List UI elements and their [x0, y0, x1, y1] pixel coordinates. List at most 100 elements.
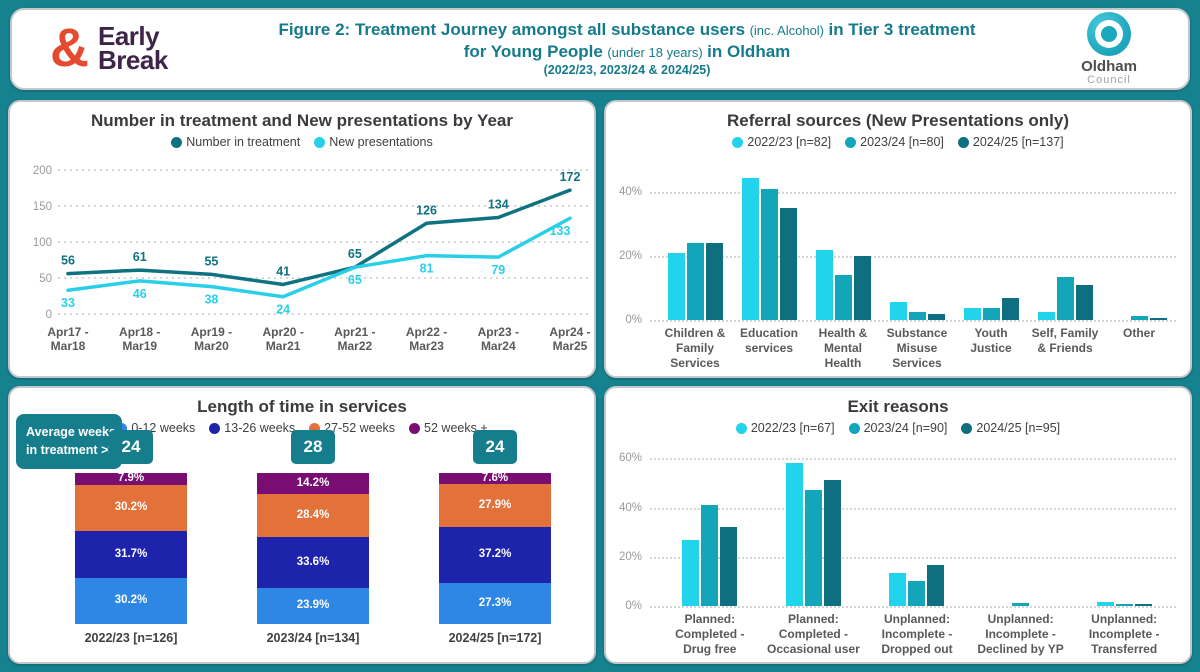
- bar-2022-23-n-67[interactable]: [682, 539, 700, 606]
- x-tick-label: Mar22: [338, 339, 373, 353]
- exit-bar-plot: 0% 20% 40% 60% Planned: Completed - Drug fre…: [619, 446, 1176, 662]
- segment-27-52-weeks[interactable]: 28.4%: [257, 494, 369, 538]
- data-label: 41: [276, 264, 290, 278]
- legend-label: 2022/23 [n=67]: [750, 421, 835, 435]
- legend-dot-icon: [845, 136, 857, 148]
- legend-item-2023-24-n-90[interactable]: 2023/24 [n=90]: [848, 421, 947, 435]
- segment-0-12-weeks[interactable]: 23.9%: [257, 588, 369, 625]
- panel-length-of-time: Length of time in services 0-12 weeks 13-…: [8, 386, 596, 664]
- segment-0-12-weeks[interactable]: 30.2%: [75, 578, 187, 624]
- legend-item-2024-25-n-137[interactable]: 2024/25 [n=137]: [957, 135, 1064, 149]
- bar-2022-23-n-82[interactable]: [741, 177, 759, 320]
- legend-item-2023-24-n-80[interactable]: 2023/24 [n=80]: [845, 135, 944, 149]
- bar-2024-25-n-95[interactable]: [927, 564, 945, 606]
- bar-2023-24-n-90[interactable]: [1115, 603, 1133, 606]
- segment-27-52-weeks[interactable]: 30.2%: [75, 484, 187, 531]
- bar-2022-23-n-67[interactable]: [1096, 602, 1114, 606]
- legend-label: 2022/23 [n=82]: [747, 135, 832, 149]
- category-label: Planned: Completed - Occasional user: [767, 612, 860, 656]
- oldham-sub: Council: [1087, 74, 1131, 87]
- y-tick-label: 20%: [618, 550, 642, 563]
- bar-2023-24-n-80[interactable]: [686, 243, 704, 320]
- y-tick-label: 40%: [618, 186, 642, 198]
- bar-2022-23-n-82[interactable]: [963, 308, 981, 320]
- category-label: Unplanned: Incomplete - Declined by YP: [977, 612, 1064, 656]
- bar-2023-24-n-80[interactable]: [982, 308, 1000, 320]
- legend-label: 2024/25 [n=137]: [972, 135, 1064, 149]
- segment-52-weeks[interactable]: 14.2%: [257, 473, 369, 495]
- category-label: Self, Family & Friends: [1031, 326, 1099, 355]
- bar-groups: [658, 446, 1176, 606]
- title-years: (2022/23, 2023/24 & 2024/25): [543, 63, 711, 78]
- bar-2023-24-n-80[interactable]: [908, 312, 926, 320]
- bar-2023-24-n-90[interactable]: [701, 505, 719, 606]
- legend-item-2022-23-n-82[interactable]: 2022/23 [n=82]: [732, 135, 831, 149]
- data-label: 134: [488, 198, 509, 212]
- bar-2023-24-n-90[interactable]: [908, 581, 926, 606]
- panel-exit-reasons: Exit reasons 2022/23 [n=67] 2023/24 [n=90…: [604, 386, 1192, 664]
- bar-2023-24-n-80[interactable]: [834, 275, 852, 320]
- ampersand-logo-icon: &: [50, 18, 89, 79]
- line-chart-plot: 0 50 100 150 200 56 61 55 41 65 126 134 172 33 46 38 24 6…: [16, 156, 592, 377]
- segment-52-weeks[interactable]: 7.9%: [75, 473, 187, 485]
- category-label: Substance Misuse Services: [886, 326, 948, 370]
- bar-2024-25-n-95[interactable]: [823, 480, 841, 606]
- segment-13-26-weeks[interactable]: 37.2%: [439, 526, 551, 583]
- series-line-new-presentations[interactable]: [66, 216, 572, 299]
- bar-2022-23-n-82[interactable]: [889, 302, 907, 320]
- x-tick-label: Mar20: [194, 339, 229, 353]
- y-tick-label: 60%: [618, 452, 642, 465]
- header-banner: & Early Break Figure 2: Treatment Journe…: [10, 8, 1190, 90]
- segment-27-52-weeks[interactable]: 27.9%: [439, 484, 551, 527]
- bar-2024-25-n-95[interactable]: [1134, 603, 1152, 606]
- bar-2023-24-n-80[interactable]: [1056, 276, 1074, 320]
- bar-2022-23-n-67[interactable]: [889, 573, 907, 606]
- bar-2024-25-n-137[interactable]: [927, 313, 945, 320]
- bar-2024-25-n-137[interactable]: [1001, 297, 1019, 320]
- segment-0-12-weeks[interactable]: 27.3%: [439, 582, 551, 624]
- bar-2022-23-n-67[interactable]: [785, 463, 803, 606]
- bar-2023-24-n-90[interactable]: [804, 490, 822, 606]
- chart-title-treatment: Number in treatment and New presentation…: [91, 111, 513, 130]
- segment-13-26-weeks[interactable]: 31.7%: [75, 530, 187, 579]
- legend-item-2024-25-n-95[interactable]: 2024/25 [n=95]: [961, 421, 1060, 435]
- title-line1-main: Figure 2: Treatment Journey amongst all …: [278, 20, 746, 40]
- bar-2024-25-n-137[interactable]: [1075, 284, 1093, 320]
- bar-group-unplanned: [1072, 446, 1176, 606]
- bar-2023-24-n-90[interactable]: [1012, 603, 1030, 606]
- legend-item-number-in-treatment[interactable]: Number in treatment: [171, 135, 300, 149]
- legend-item-new-presentations[interactable]: New presentations: [314, 135, 433, 149]
- bar-2024-25-n-137[interactable]: [705, 243, 723, 320]
- y-tick-label: 100: [33, 237, 52, 249]
- legend-item-27-52-weeks[interactable]: 27-52 weeks: [309, 421, 395, 435]
- bar-group-planned: [762, 446, 866, 606]
- legend-item-2022-23-n-67[interactable]: 2022/23 [n=67]: [735, 421, 835, 435]
- segment-13-26-weeks[interactable]: 33.6%: [257, 537, 369, 589]
- bar-2024-25-n-137[interactable]: [779, 208, 797, 320]
- line-chart-canvas: 0 50 100 150 200 56 61 55 41 65 126 134 172 33 46 38 24 6…: [33, 165, 591, 353]
- series-line-number-in-treatment[interactable]: [66, 188, 572, 287]
- bar-2023-24-n-80[interactable]: [760, 188, 778, 320]
- bar-2024-25-n-95[interactable]: [720, 527, 738, 606]
- legend-dot-icon: [732, 136, 744, 148]
- bar-2023-24-n-80[interactable]: [1130, 316, 1148, 320]
- bar-2022-23-n-82[interactable]: [667, 252, 685, 320]
- data-label: 126: [416, 203, 437, 217]
- category-label: 2024/25 [n=172]: [448, 630, 542, 645]
- bar-group-unplanned: [969, 446, 1073, 606]
- bar-2022-23-n-82[interactable]: [1037, 312, 1055, 320]
- gridline: 0%: [625, 600, 1176, 612]
- legend-dot-icon: [735, 422, 747, 434]
- legend-item-52-weeks[interactable]: 52 weeks +: [409, 421, 488, 435]
- segment-52-weeks[interactable]: 7.6%: [439, 473, 551, 485]
- bar-groups: [658, 160, 1176, 320]
- legend-referral: 2022/23 [n=82] 2023/24 [n=80] 2024/25 [n=1…: [606, 135, 1190, 149]
- category-labels: Children & Family Services Education serv…: [658, 326, 1176, 371]
- bar-2024-25-n-137[interactable]: [1149, 317, 1167, 320]
- legend-dot-icon: [961, 422, 973, 434]
- bar-2024-25-n-137[interactable]: [853, 256, 871, 320]
- title-line1-note: (inc. Alcohol): [749, 23, 825, 39]
- oldham-council-logo: Oldham Council: [1054, 11, 1164, 87]
- bar-2022-23-n-82[interactable]: [815, 249, 833, 320]
- legend-item-13-26-weeks[interactable]: 13-26 weeks: [209, 421, 295, 435]
